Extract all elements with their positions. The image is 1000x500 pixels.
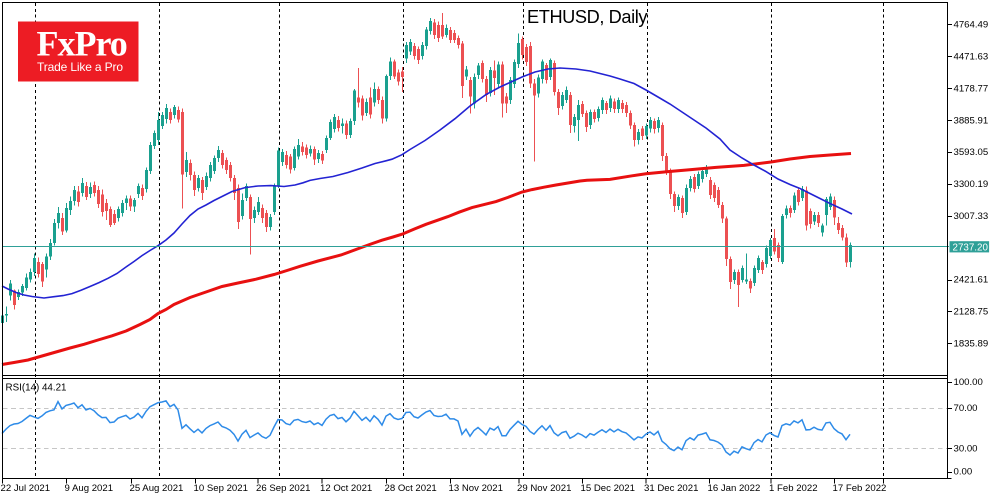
svg-text:29 Nov 2021: 29 Nov 2021 [517,483,571,494]
svg-text:12 Oct 2021: 12 Oct 2021 [320,483,372,494]
svg-text:13 Nov 2021: 13 Nov 2021 [449,483,503,494]
svg-text:22 Jul 2021: 22 Jul 2021 [1,483,51,494]
svg-text:FxPro: FxPro [37,24,127,64]
svg-text:25 Aug 2021: 25 Aug 2021 [130,483,184,494]
svg-text:3300.19: 3300.19 [954,179,989,190]
svg-text:2421.61: 2421.61 [954,275,989,286]
svg-text:2737.20: 2737.20 [953,242,989,253]
svg-text:4471.63: 4471.63 [954,52,989,63]
svg-text:16 Jan 2022: 16 Jan 2022 [708,483,761,494]
svg-text:70.00: 70.00 [954,403,978,414]
svg-text:10 Sep 2021: 10 Sep 2021 [194,483,248,494]
svg-text:100.00: 100.00 [954,377,983,388]
svg-text:3885.91: 3885.91 [954,115,989,126]
svg-text:28 Oct 2021: 28 Oct 2021 [385,483,437,494]
svg-text:1 Feb 2022: 1 Feb 2022 [769,483,818,494]
svg-text:30.00: 30.00 [954,444,978,455]
svg-text:4178.77: 4178.77 [954,83,989,94]
svg-text:15 Dec 2021: 15 Dec 2021 [581,483,635,494]
svg-text:4764.49: 4764.49 [954,20,989,31]
svg-text:3007.33: 3007.33 [954,211,989,222]
svg-text:Trade Like a Pro: Trade Like a Pro [37,60,123,74]
svg-text:RSI(14) 44.21: RSI(14) 44.21 [6,383,67,394]
svg-text:0.00: 0.00 [954,467,973,478]
svg-text:2128.75: 2128.75 [954,307,989,318]
svg-text:ETHUSD, Daily: ETHUSD, Daily [527,7,648,27]
svg-text:17 Feb 2022: 17 Feb 2022 [833,483,887,494]
svg-text:26 Sep 2021: 26 Sep 2021 [256,483,310,494]
svg-text:1835.89: 1835.89 [954,339,989,350]
svg-text:3593.05: 3593.05 [954,147,989,158]
svg-text:9 Aug 2021: 9 Aug 2021 [65,483,114,494]
svg-text:31 Dec 2021: 31 Dec 2021 [644,483,698,494]
